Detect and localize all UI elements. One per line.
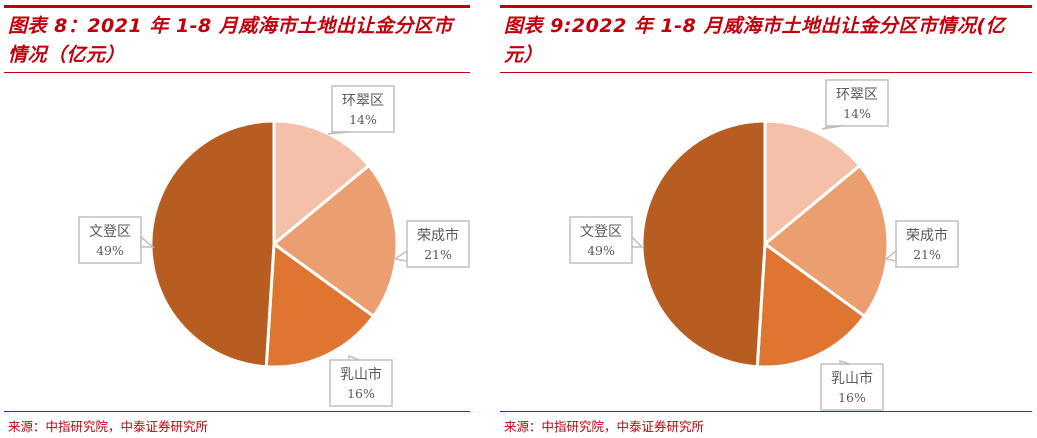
category-label: 乳山市 bbox=[340, 366, 382, 383]
pie-slice-rushan bbox=[264, 241, 376, 369]
title-bottom-rule bbox=[4, 72, 470, 73]
category-label: 荣成市 bbox=[417, 227, 459, 244]
data-label-wendeng: 文登区 49% bbox=[78, 216, 156, 264]
data-label-huancui: 环翠区 14% bbox=[327, 85, 395, 135]
pie-chart: 环翠区 14% 荣成市 21% 乳山市 16% 文登区 49% bbox=[78, 85, 470, 407]
data-label-wendeng: 文登区 49% bbox=[569, 216, 644, 264]
title-top-rule bbox=[500, 5, 1032, 8]
source-note: 来源：中指研究院，中泰证券研究所 bbox=[504, 419, 705, 434]
data-label-huancui: 环翠区 14% bbox=[821, 79, 889, 130]
percent-label: 14% bbox=[843, 106, 871, 121]
category-label: 文登区 bbox=[89, 224, 131, 240]
category-label: 荣成市 bbox=[906, 227, 948, 244]
chart-panel-2021: 图表 8：2021 年 1-8 月威海市土地出让金分区市情况（亿元） 环翠区 14… bbox=[4, 0, 470, 438]
pie-slice-wendeng bbox=[149, 119, 276, 369]
data-label-rushan: 乳山市 16% bbox=[820, 359, 884, 411]
title-top-rule bbox=[4, 5, 470, 8]
percent-label: 21% bbox=[424, 247, 452, 262]
percent-label: 49% bbox=[587, 243, 615, 258]
percent-label: 16% bbox=[838, 390, 866, 405]
data-label-rushan: 乳山市 16% bbox=[329, 354, 393, 407]
pie-slice-rongcheng bbox=[762, 163, 890, 319]
source-rule bbox=[500, 411, 1032, 412]
percent-label: 21% bbox=[913, 247, 941, 262]
percent-label: 49% bbox=[96, 243, 124, 258]
category-label: 乳山市 bbox=[831, 370, 873, 387]
data-label-rongcheng: 荣成市 21% bbox=[884, 220, 959, 268]
chart-title: 图表 9:2022 年 1-8 月威海市土地出让金分区市情况(亿元） bbox=[504, 15, 1006, 66]
chart-panel-2022: 图表 9:2022 年 1-8 月威海市土地出让金分区市情况(亿元） 环翠区 14… bbox=[500, 0, 1032, 438]
pie-slice-huancui bbox=[272, 119, 371, 248]
data-label-rongcheng: 荣成市 21% bbox=[393, 220, 470, 268]
category-label: 环翠区 bbox=[836, 87, 878, 103]
pie-slice-rushan bbox=[755, 241, 867, 369]
source-note: 来源：中指研究院，中泰证券研究所 bbox=[8, 419, 209, 434]
pie-slice-rongcheng bbox=[271, 163, 399, 319]
title-bottom-rule bbox=[500, 72, 1032, 73]
pie-slice-huancui bbox=[763, 119, 862, 248]
chart-title: 图表 8：2021 年 1-8 月威海市土地出让金分区市情况（亿元） bbox=[8, 15, 453, 66]
percent-label: 16% bbox=[347, 386, 375, 401]
category-label: 文登区 bbox=[580, 224, 622, 240]
category-label: 环翠区 bbox=[342, 93, 384, 109]
pie-slice-wendeng bbox=[640, 119, 767, 369]
percent-label: 14% bbox=[349, 112, 377, 127]
pie-chart: 环翠区 14% 荣成市 21% 乳山市 16% 文登区 49% bbox=[569, 79, 959, 411]
source-rule bbox=[4, 411, 470, 412]
